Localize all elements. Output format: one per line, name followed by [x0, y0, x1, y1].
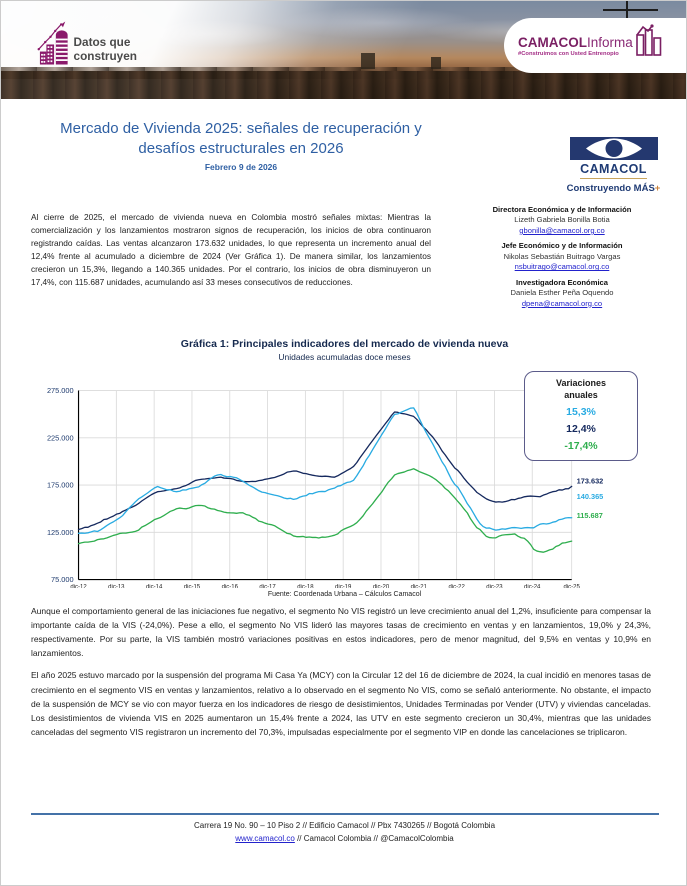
- svg-text:dic-23: dic-23: [486, 585, 503, 588]
- svg-text:dic-21: dic-21: [411, 585, 428, 588]
- svg-text:Datos que: Datos que: [74, 36, 131, 49]
- svg-text:#Construimos con Usted Entreno: #Construimos con Usted Entrenopio: [518, 51, 619, 57]
- svg-text:dic-25: dic-25: [564, 585, 581, 588]
- svg-text:dic-20: dic-20: [373, 585, 390, 588]
- svg-text:173.632: 173.632: [577, 476, 604, 485]
- svg-text:dic-12: dic-12: [70, 585, 87, 588]
- svg-text:dic-13: dic-13: [108, 585, 125, 588]
- svg-text:75.000: 75.000: [51, 575, 74, 584]
- svg-text:dic-19: dic-19: [335, 585, 352, 588]
- svg-text:175.000: 175.000: [47, 481, 74, 490]
- svg-text:dic-24: dic-24: [524, 585, 541, 588]
- svg-text:125.000: 125.000: [47, 528, 74, 537]
- svg-text:dic-16: dic-16: [222, 585, 239, 588]
- svg-text:construyen: construyen: [74, 50, 137, 63]
- svg-text:275.000: 275.000: [47, 386, 74, 395]
- svg-text:225.000: 225.000: [47, 433, 74, 442]
- svg-text:dic-14: dic-14: [146, 585, 163, 588]
- svg-text:CAMACOLInforma: CAMACOLInforma: [518, 35, 633, 50]
- svg-text:dic-22: dic-22: [448, 585, 465, 588]
- svg-text:dic-15: dic-15: [184, 585, 201, 588]
- svg-text:140.365: 140.365: [577, 492, 604, 501]
- svg-text:dic-17: dic-17: [259, 585, 276, 588]
- svg-text:dic-18: dic-18: [297, 585, 314, 588]
- svg-text:115.687: 115.687: [577, 511, 603, 520]
